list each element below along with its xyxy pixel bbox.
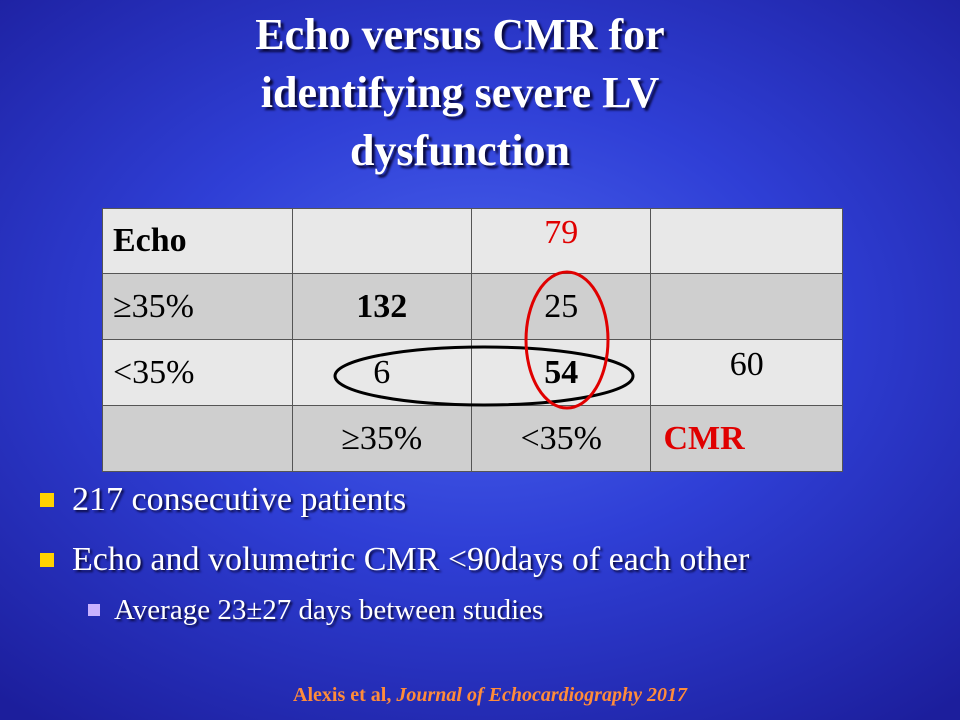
square-sub-bullet-icon: [88, 604, 100, 616]
table-cell: 25: [470, 273, 652, 340]
column-total-value: 79: [544, 214, 579, 251]
row-label-lt35: <35%: [102, 339, 293, 406]
bullet-text: Echo and volumetric CMR <90days of each …: [72, 541, 750, 578]
table-row: <35% 6 54 60: [102, 339, 843, 406]
table-cell: 54: [470, 339, 652, 406]
col-label-lt35: <35%: [470, 405, 652, 472]
column-total-cell: 79: [470, 208, 652, 274]
row-label-ge35: ≥35%: [102, 273, 293, 340]
slide-title: Echo versus CMR for identifying severe L…: [120, 6, 800, 180]
bullet-item: Echo and volumetric CMR <90days of each …: [40, 536, 749, 584]
row-total-value: 60: [729, 345, 764, 383]
table-cell: [291, 208, 472, 274]
citation-authors: Alexis et al,: [293, 684, 392, 706]
citation: Alexis et al, Journal of Echocardiograph…: [0, 684, 960, 707]
sub-bullet-text: Average 23±27 days between studies: [114, 593, 544, 626]
table-row: ≥35% <35% CMR: [102, 405, 843, 472]
bullet-item: 217 consecutive patients: [40, 476, 749, 524]
bullet-text: 217 consecutive patients: [72, 481, 407, 518]
table-cell: 6: [291, 339, 472, 406]
cmr-axis-label: CMR: [650, 405, 843, 472]
citation-journal: Journal of Echocardiography 2017: [396, 684, 687, 706]
square-bullet-icon: [40, 553, 54, 567]
echo-axis-label: Echo: [102, 208, 293, 274]
table-row: Echo 79: [102, 208, 843, 274]
title-line-1: Echo versus CMR for: [255, 10, 665, 59]
title-line-3: dysfunction: [349, 126, 571, 175]
table-cell: 132: [291, 273, 472, 340]
title-line-2: identifying severe LV: [260, 68, 660, 117]
table-cell: [102, 405, 293, 472]
row-total-cell: 60: [650, 339, 843, 406]
comparison-table: Echo 79 ≥35% 132 25 <35% 6 54 60 ≥35% <3…: [102, 208, 843, 472]
bullet-list: 217 consecutive patients Echo and volume…: [40, 476, 749, 630]
sub-bullet-item: Average 23±27 days between studies: [88, 590, 749, 630]
square-bullet-icon: [40, 493, 54, 507]
table-cell: [650, 273, 843, 340]
table-cell: [650, 208, 843, 274]
col-label-ge35: ≥35%: [291, 405, 472, 472]
table-row: ≥35% 132 25: [102, 273, 843, 340]
